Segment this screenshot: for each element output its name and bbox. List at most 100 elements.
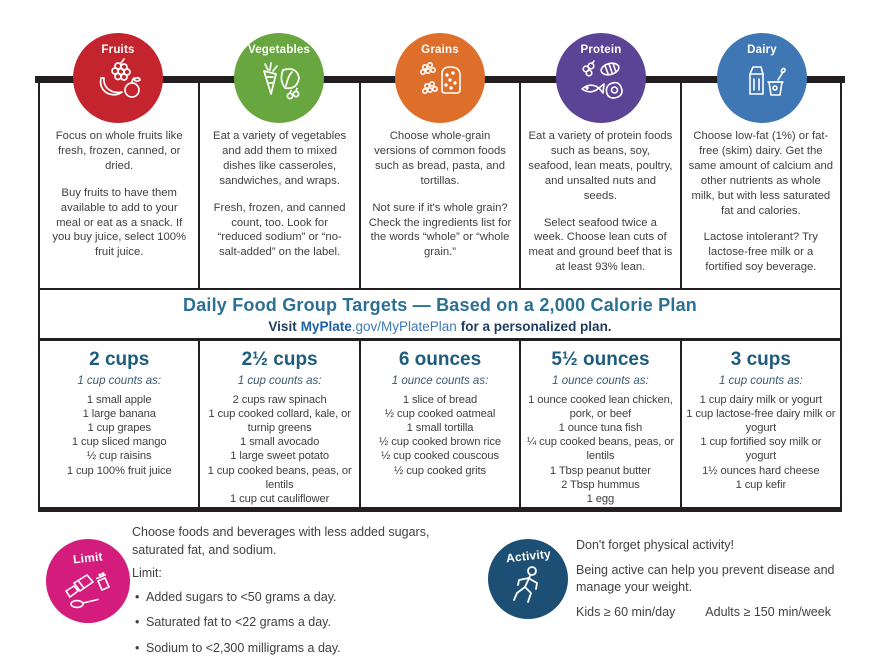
target-item: 1 cup 100% fruit juice: [66, 464, 172, 477]
protein-target-cell: 5½ ounces 1 ounce counts as: 1 ounce coo…: [521, 341, 682, 507]
target-item: 2 cups raw spinach: [232, 394, 327, 406]
activity-icon: [508, 565, 548, 612]
limit-label: Limit:: [132, 566, 162, 580]
banner-visit-prefix: Visit: [268, 319, 297, 334]
target-item: 1½ ounces hard cheese: [702, 464, 820, 477]
grains-description-p1: Choose whole-grain versions of common fo…: [374, 130, 506, 187]
target-item: 2 Tbsp hummus: [561, 478, 640, 491]
target-item: 1 small tortilla: [406, 422, 474, 435]
vegetables-description-p2: Fresh, frozen, and canned count, too. Lo…: [213, 201, 346, 259]
target-item: 1 cup sliced mango: [71, 436, 167, 449]
activity-kids: Kids ≥ 60 min/day: [576, 604, 676, 619]
grains-target-items: 1 slice of bread ½ cup cooked oatmeal 1 sm…: [365, 393, 515, 478]
vegetables-target-amount: 2½ cups: [241, 349, 318, 370]
banner-subtitle: Visit MyPlate.gov/MyPlatePlan for a person…: [40, 319, 840, 334]
target-item: 1 cup cooked beans, peas, or lentils: [207, 464, 352, 491]
limit-text-block: Choose foods and beverages with less add…: [132, 524, 472, 660]
dairy-target-cell: 3 cups 1 cup counts as: 1 cup dairy milk…: [682, 341, 840, 507]
food-groups-table: Focus on whole fruits like fresh, frozen…: [38, 83, 842, 512]
grains-description-cell: Choose whole-grain versions of common fo…: [361, 83, 522, 288]
target-item: ¼ cup cooked beans, peas, or lentils: [526, 436, 674, 463]
activity-minutes: Kids ≥ 60 min/day Adults ≥ 150 min/week: [576, 604, 868, 622]
dairy-icon: [738, 58, 786, 107]
vegetables-counts-as: 1 cup counts as:: [237, 375, 322, 387]
grains-counts-as: 1 ounce counts as:: [391, 375, 489, 387]
target-item: 1 small apple: [86, 394, 152, 406]
dairy-description-p2: Lactose intolerant? Try lactose-free mil…: [703, 231, 818, 274]
vegetables-icon: [255, 58, 303, 107]
grains-badge: Grains: [395, 33, 485, 123]
target-item: ½ cup cooked oatmeal: [384, 408, 496, 421]
target-item: 1 Tbsp peanut butter: [549, 464, 651, 477]
limit-bullet: Saturated fat to <22 grams a day.: [132, 614, 472, 632]
fruits-description-p1: Focus on whole fruits like fresh, frozen…: [55, 130, 183, 172]
activity-badge-label: Activity: [504, 546, 552, 566]
limit-icon: [62, 567, 114, 616]
banner-title: Daily Food Group Targets — Based on a 2,…: [183, 295, 697, 315]
activity-text-block: Don't forget physical activity! Being ac…: [576, 537, 868, 621]
protein-description-p2: Select seafood twice a week. Choose lean…: [528, 216, 673, 274]
protein-target-items: 1 ounce cooked lean chicken, pork, or be…: [525, 393, 675, 506]
grains-badge-label: Grains: [421, 44, 459, 56]
limit-bullet-list: Added sugars to <50 grams a day. Saturate…: [132, 589, 472, 658]
protein-badge: Protein: [556, 33, 646, 123]
fruits-description-p2: Buy fruits to have them available to add…: [52, 186, 187, 259]
dairy-target-items: 1 cup dairy milk or yogurt 1 cup lactose-…: [686, 393, 836, 492]
targets-row: 2 cups 1 cup counts as: 1 small apple 1 l…: [40, 341, 840, 507]
protein-target-amount: 5½ ounces: [551, 349, 650, 370]
limit-badge: Limit: [46, 539, 130, 623]
dairy-badge-label: Dairy: [747, 44, 777, 56]
target-item: ½ cup cooked brown rice: [378, 436, 502, 449]
grains-target-amount: 6 ounces: [398, 349, 482, 370]
activity-adults: Adults ≥ 150 min/week: [705, 604, 831, 619]
target-item: 1 slice of bread: [402, 394, 478, 406]
target-item: 1 cup grapes: [87, 422, 151, 435]
vegetables-target-items: 2 cups raw spinach 1 cup cooked collard, …: [204, 393, 354, 506]
activity-line1: Don't forget physical activity!: [576, 538, 735, 552]
target-item: 1 ounce tuna fish: [558, 422, 643, 435]
vegetables-badge-label: Vegetables: [247, 44, 311, 56]
fruits-counts-as: 1 cup counts as:: [77, 375, 162, 387]
limit-intro: Choose foods and beverages with less add…: [132, 525, 430, 557]
fruits-icon: [94, 58, 142, 107]
target-item: 1 large sweet potato: [230, 450, 329, 463]
target-item: 1 cup fortified soy milk or yogurt: [700, 436, 822, 463]
fruits-target-amount: 2 cups: [89, 349, 150, 370]
fruits-badge-label: Fruits: [101, 44, 135, 56]
grains-icon: [416, 58, 464, 107]
protein-description-p1: Eat a variety of protein foods such as b…: [528, 130, 673, 202]
dairy-description-cell: Choose low-fat (1%) or fat-free (skim) d…: [682, 83, 840, 288]
target-item: ½ cup raisins: [86, 450, 152, 463]
fruits-target-cell: 2 cups 1 cup counts as: 1 small apple 1 l…: [40, 341, 201, 507]
target-item: 1 large banana: [82, 408, 156, 421]
protein-description-cell: Eat a variety of protein foods such as b…: [521, 83, 682, 288]
limit-bullet: Added sugars to <50 grams a day.: [132, 589, 472, 607]
target-item: 1 ounce cooked lean chicken, pork, or be…: [528, 394, 673, 421]
vegetables-description-cell: Eat a variety of vegetables and add them…: [200, 83, 361, 288]
fruits-target-items: 1 small apple 1 large banana 1 cup grapes 1…: [44, 393, 194, 478]
grains-target-cell: 6 ounces 1 ounce counts as: 1 slice of b…: [361, 341, 522, 507]
target-item: 1 cup dairy milk or yogurt: [699, 394, 823, 406]
myplate-link[interactable]: MyPlate: [300, 319, 352, 334]
targets-banner: Daily Food Group Targets — Based on a 2,…: [40, 288, 840, 341]
target-item: 1 cup kefir: [735, 478, 787, 491]
target-item: 1 cup lactose-free dairy milk or yogurt: [686, 408, 836, 435]
vegetables-target-cell: 2½ cups 1 cup counts as: 2 cups raw spin…: [200, 341, 361, 507]
fruits-description-cell: Focus on whole fruits like fresh, frozen…: [40, 83, 201, 288]
vegetables-badge: Vegetables: [234, 33, 324, 123]
dairy-badge: Dairy: [717, 33, 807, 123]
activity-line2: Being active can help you prevent diseas…: [576, 562, 835, 595]
vegetables-description-p1: Eat a variety of vegetables and add them…: [213, 130, 347, 187]
target-item: 1 small avocado: [239, 436, 320, 449]
dairy-counts-as: 1 cup counts as:: [718, 375, 803, 387]
protein-icon: [577, 58, 625, 107]
activity-badge: Activity: [488, 539, 568, 619]
grains-description-p2: Not sure if it's whole grain? Check the …: [368, 201, 512, 259]
description-row: Focus on whole fruits like fresh, frozen…: [40, 83, 840, 288]
protein-counts-as: 1 ounce counts as:: [552, 375, 649, 387]
protein-badge-label: Protein: [580, 44, 622, 56]
fruits-badge: Fruits: [73, 33, 163, 123]
target-item: ½ cup cooked grits: [393, 464, 487, 477]
limit-bullet: Sodium to <2,300 milligrams a day.: [132, 640, 472, 658]
myplateplan-link[interactable]: .gov/MyPlatePlan: [351, 319, 457, 334]
